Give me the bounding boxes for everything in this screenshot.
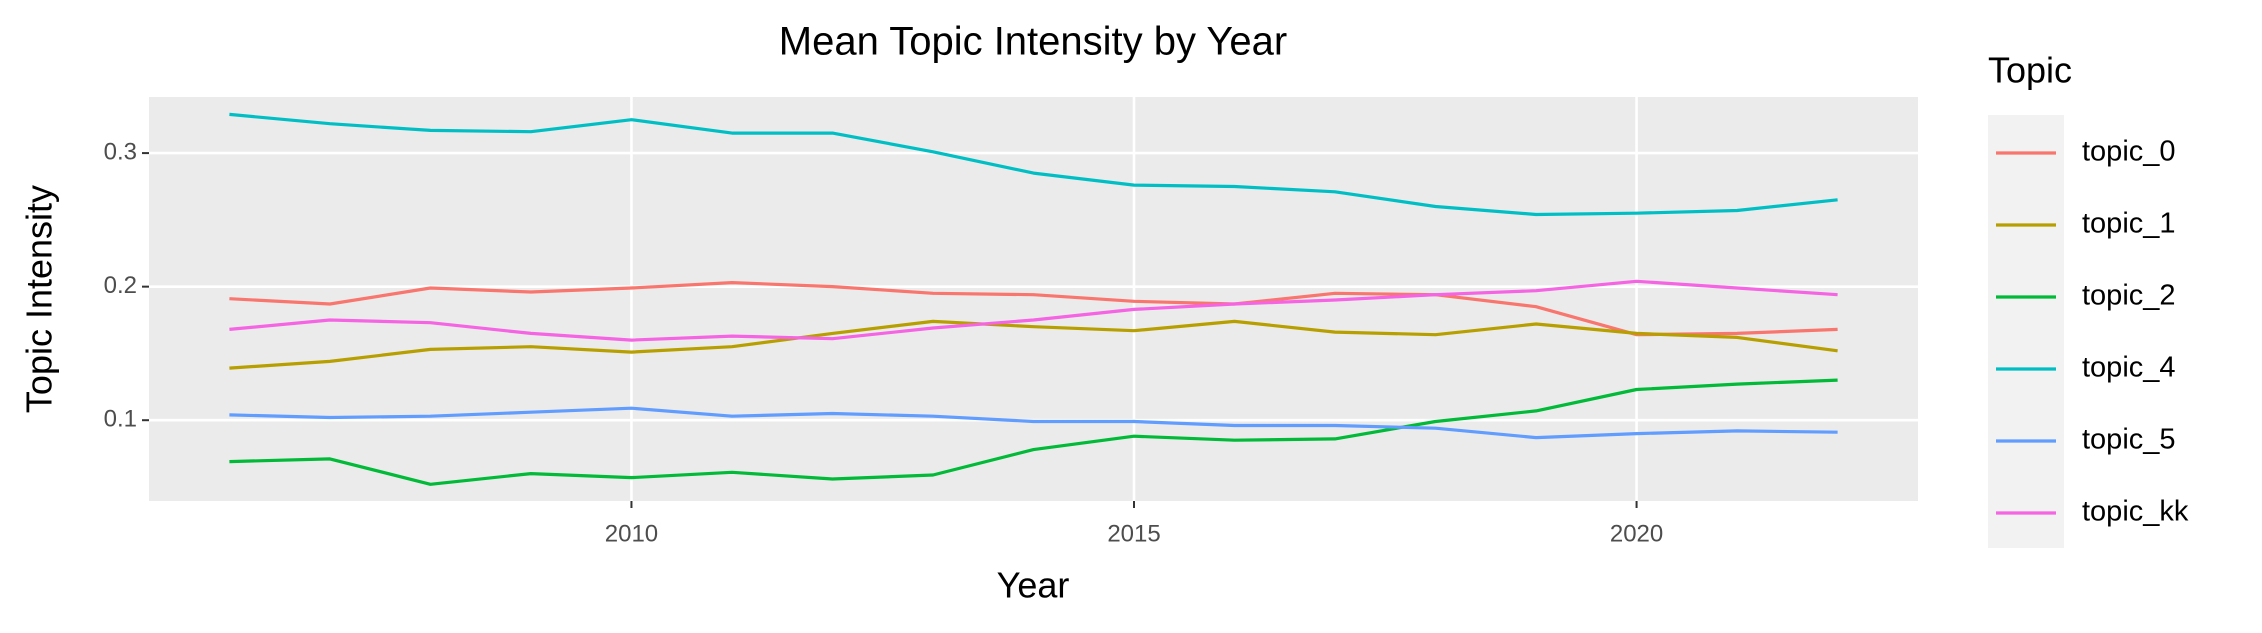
x-tick-label: 2015	[1107, 520, 1160, 547]
legend-label: topic_2	[2082, 280, 2176, 312]
legend-label: topic_4	[2082, 352, 2176, 384]
x-axis-label: Year	[997, 565, 1070, 606]
series-line	[229, 281, 1838, 337]
legend-label: topic_0	[2082, 136, 2176, 168]
plot-panel	[149, 97, 1918, 501]
series-line	[229, 406, 1838, 440]
series-line	[229, 279, 1838, 342]
legend-label: topic_kk	[2082, 496, 2189, 528]
legend-label: topic_1	[2082, 208, 2176, 240]
series-line	[229, 378, 1838, 486]
series-line	[229, 112, 1838, 217]
series-line	[229, 319, 1838, 370]
y-tick-label: 0.3	[104, 138, 137, 165]
x-tick-label: 2010	[605, 520, 658, 547]
legend-keys-background	[1988, 115, 2064, 548]
x-tick-label: 2020	[1610, 520, 1663, 547]
legend-title: Topic	[1988, 50, 2072, 91]
y-tick-label: 0.2	[104, 272, 137, 299]
y-axis-label: Topic Intensity	[19, 185, 60, 413]
chart-title: Mean Topic Intensity by Year	[779, 20, 1287, 64]
y-tick-label: 0.1	[104, 406, 137, 433]
legend-label: topic_5	[2082, 424, 2176, 456]
